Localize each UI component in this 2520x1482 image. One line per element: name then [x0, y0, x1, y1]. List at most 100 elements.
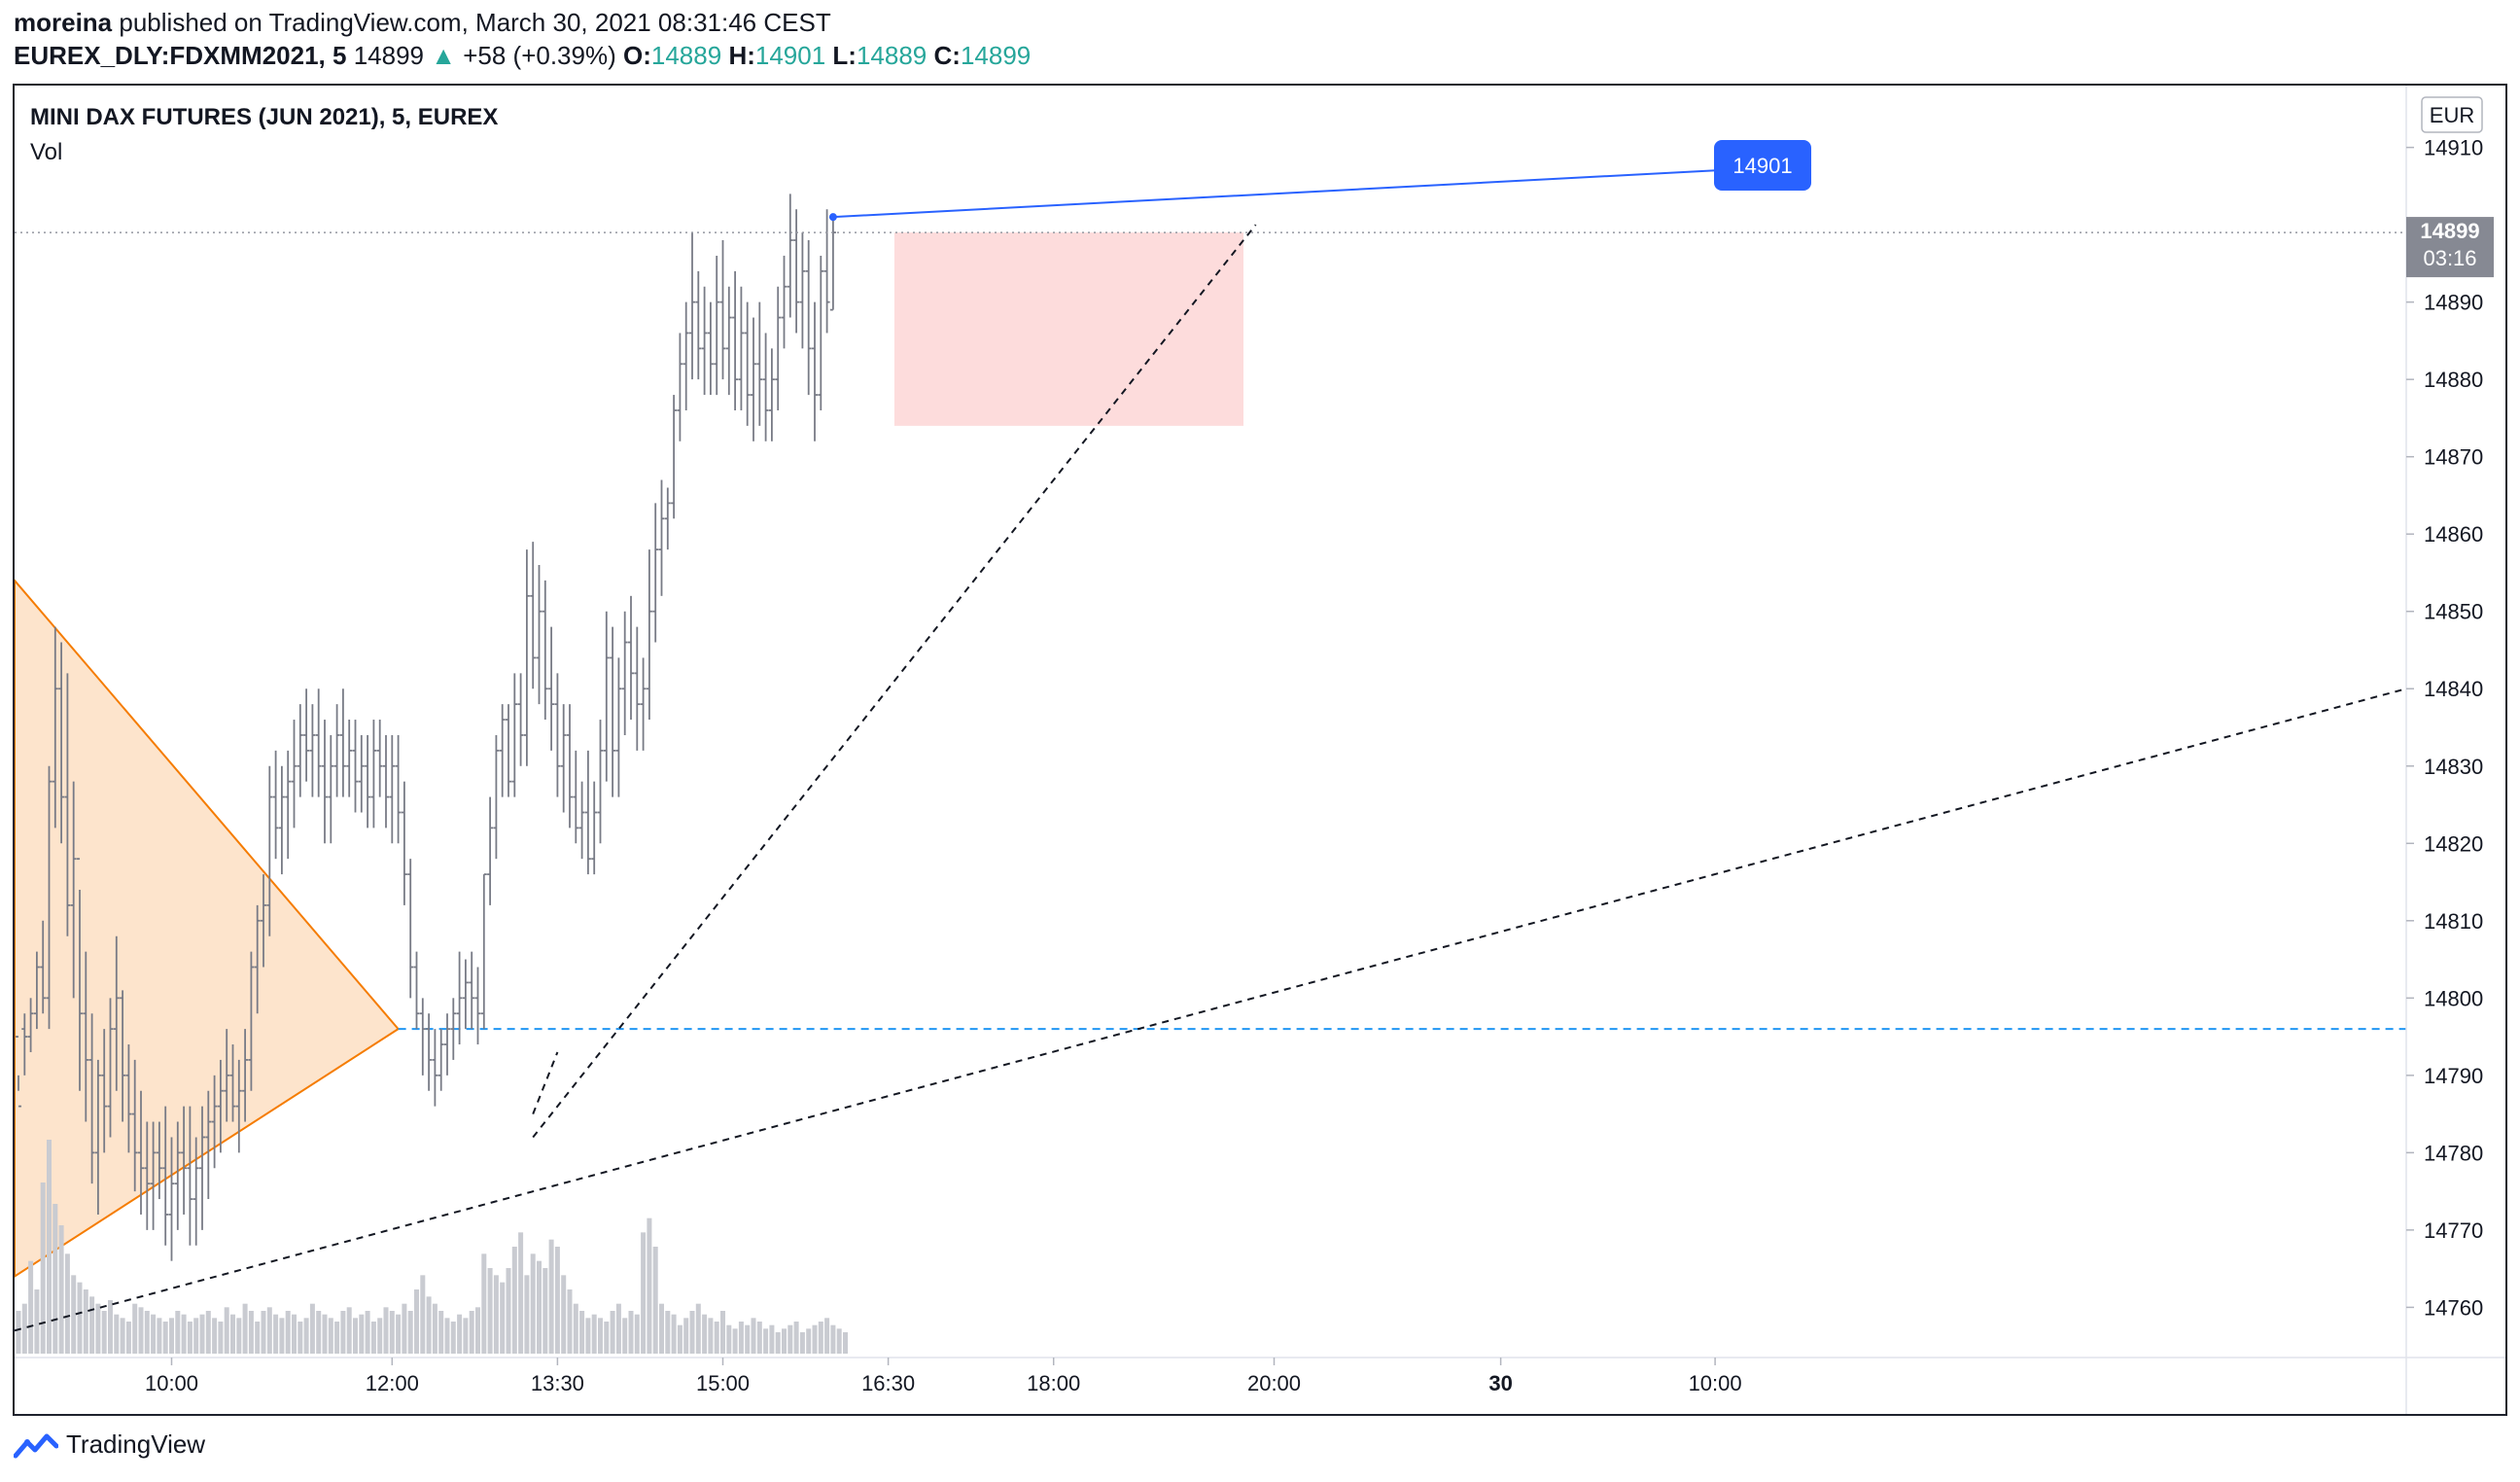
volume-layer: [16, 1140, 848, 1354]
volume-bar: [285, 1311, 291, 1354]
ohlc-bar: [138, 1090, 144, 1215]
ohlc-bar: [358, 734, 365, 813]
volume-bar: [230, 1314, 235, 1354]
ohlc-bar: [812, 301, 818, 441]
time-tick-label: 15:00: [696, 1371, 750, 1395]
tradingview-brand[interactable]: TradingView: [14, 1429, 205, 1460]
chart-frame[interactable]: 14760 14770 14780 14790 14800 14810 14820 14830…: [13, 84, 2507, 1416]
ohlc-bar: [781, 255, 788, 349]
ohlc-bar: [254, 904, 261, 1014]
volume-bar: [542, 1268, 548, 1354]
volume-bar: [450, 1322, 456, 1354]
volume-legend-label: Vol: [30, 139, 62, 165]
ohlc-bar: [83, 951, 89, 1122]
ohlc-bar: [499, 704, 506, 797]
volume-bar: [279, 1318, 285, 1354]
open-label: O:: [623, 41, 651, 70]
ohlc-bar: [77, 858, 83, 1091]
volume-bar: [671, 1314, 677, 1354]
volume-bar: [175, 1311, 181, 1354]
ohlc-bar: [536, 565, 542, 705]
volume-bar: [695, 1303, 701, 1354]
published-text: published on TradingView.com, March 30, …: [119, 8, 831, 37]
ohlc-bar: [107, 998, 114, 1138]
volume-bar: [402, 1303, 407, 1354]
currency-label: EUR: [2430, 103, 2474, 127]
currency-button[interactable]: EUR: [2421, 96, 2483, 133]
price-tick-label: 14910: [2424, 136, 2483, 160]
volume-bar: [162, 1322, 168, 1354]
volume-bar: [377, 1318, 383, 1354]
volume-bar: [298, 1322, 303, 1354]
ohlc-bar: [328, 734, 334, 844]
open-value: 14889: [650, 41, 722, 70]
ohlc-bar: [432, 1029, 438, 1107]
triangle-pattern: [14, 578, 401, 1279]
ohlc-bars-layer: [16, 194, 836, 1261]
volume-bar: [242, 1303, 248, 1354]
bar-countdown: 03:16: [2423, 246, 2476, 270]
ohlc-bar: [689, 232, 695, 380]
ohlc-bar: [187, 1106, 193, 1246]
trendline-long: [14, 688, 2407, 1332]
price-chart[interactable]: 14760 14770 14780 14790 14800 14810 14820 14830…: [14, 86, 2505, 1414]
volume-bar: [818, 1322, 823, 1354]
price-tick-label: 14800: [2424, 986, 2483, 1010]
ohlc-bar: [719, 240, 726, 380]
low-value: 14889: [856, 41, 928, 70]
volume-bar: [830, 1324, 836, 1354]
ohlc-bar: [682, 301, 689, 410]
time-tick-label: 30: [1488, 1371, 1512, 1395]
ohlc-bar: [150, 1121, 157, 1230]
price-tick-label: 14870: [2424, 445, 2483, 470]
volume-bar: [58, 1225, 64, 1354]
ohlc-bar: [511, 673, 518, 797]
price-change: +58 (+0.39%): [463, 41, 616, 70]
ohlc-bar: [615, 657, 622, 797]
volume-bar: [108, 1300, 113, 1354]
volume-bar: [708, 1318, 714, 1354]
price-tick-label: 14820: [2424, 831, 2483, 856]
volume-bar: [340, 1311, 346, 1354]
author-name: moreina: [14, 8, 113, 37]
volume-bar: [34, 1289, 40, 1354]
ohlc-bar: [775, 286, 782, 410]
ohlc-bar: [768, 348, 775, 441]
volume-bar: [782, 1328, 787, 1354]
ohlc-bar: [235, 1059, 242, 1153]
volume-bar: [793, 1322, 799, 1354]
price-tick-label: 14840: [2424, 677, 2483, 701]
ohlc-bar: [671, 395, 678, 519]
volume-bar: [788, 1324, 793, 1354]
ohlc-bar: [523, 549, 530, 766]
ohlc-bar: [162, 1106, 169, 1246]
volume-bar: [554, 1247, 560, 1354]
volume-bar: [726, 1324, 732, 1354]
ohlc-bar: [548, 626, 555, 751]
volume-bar: [511, 1247, 517, 1354]
volume-bar: [95, 1303, 101, 1354]
price-callout[interactable]: 14901: [828, 140, 1812, 222]
ohlc-bar: [333, 704, 340, 797]
ohlc-bar: [407, 859, 414, 999]
ohlc-bar: [248, 951, 255, 1091]
volume-bar: [579, 1311, 585, 1354]
volume-bar: [622, 1318, 628, 1354]
volume-bar: [518, 1232, 524, 1354]
volume-bar: [530, 1253, 536, 1354]
ohlc-bar: [278, 765, 285, 875]
price-tick-label: 14810: [2424, 909, 2483, 934]
volume-bar: [71, 1275, 77, 1354]
volume-bar: [677, 1324, 682, 1354]
trendline-steep-start: [532, 1051, 559, 1114]
ohlc-bar: [16, 1036, 21, 1108]
ohlc-bar: [181, 1106, 188, 1215]
volume-bar: [641, 1232, 647, 1354]
ohlc-bar: [829, 217, 836, 311]
volume-bar: [309, 1303, 315, 1354]
volume-bar: [573, 1303, 578, 1354]
ohlc-bar: [33, 951, 40, 1030]
volume-bar: [763, 1328, 769, 1354]
volume-bar: [144, 1311, 150, 1354]
ohlc-bar: [94, 1059, 101, 1215]
